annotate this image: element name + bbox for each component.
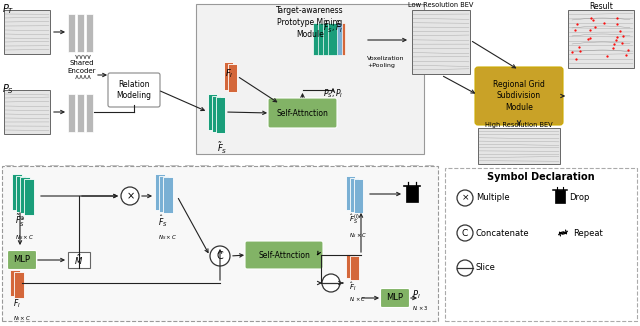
Text: MLP: MLP [387, 293, 403, 303]
FancyBboxPatch shape [12, 174, 22, 210]
Text: $N_S\times C$: $N_S\times C$ [349, 231, 367, 240]
FancyBboxPatch shape [4, 10, 50, 54]
FancyBboxPatch shape [77, 14, 84, 52]
FancyBboxPatch shape [318, 23, 327, 55]
Text: $F_I$: $F_I$ [13, 298, 21, 310]
FancyBboxPatch shape [196, 4, 424, 154]
FancyBboxPatch shape [163, 177, 173, 213]
Text: Target-awareness
Prototype Mining
Module: Target-awareness Prototype Mining Module [276, 6, 344, 38]
FancyBboxPatch shape [475, 67, 563, 125]
FancyBboxPatch shape [14, 272, 24, 298]
FancyBboxPatch shape [68, 14, 75, 52]
FancyBboxPatch shape [346, 254, 355, 278]
FancyBboxPatch shape [336, 23, 345, 55]
FancyBboxPatch shape [16, 176, 26, 212]
FancyBboxPatch shape [445, 168, 637, 321]
Text: $N_S\times C$: $N_S\times C$ [15, 233, 35, 242]
Text: Slice: Slice [476, 263, 496, 273]
FancyBboxPatch shape [346, 176, 355, 210]
FancyBboxPatch shape [268, 98, 337, 128]
FancyBboxPatch shape [108, 73, 160, 107]
FancyBboxPatch shape [323, 23, 332, 55]
FancyBboxPatch shape [8, 250, 36, 270]
Text: $\hat{F}_S^{(I)}$: $\hat{F}_S^{(I)}$ [349, 213, 360, 227]
Text: $\tilde{F}_S^{\oplus}$: $\tilde{F}_S^{\oplus}$ [15, 213, 26, 229]
Text: $F_I$: $F_I$ [225, 68, 233, 81]
Circle shape [457, 260, 473, 276]
FancyBboxPatch shape [208, 94, 217, 130]
FancyBboxPatch shape [86, 14, 93, 52]
FancyBboxPatch shape [24, 179, 34, 215]
FancyBboxPatch shape [245, 241, 323, 269]
Text: Multiple: Multiple [476, 194, 509, 202]
FancyBboxPatch shape [68, 94, 75, 132]
FancyBboxPatch shape [2, 166, 438, 321]
Circle shape [457, 190, 473, 206]
FancyBboxPatch shape [333, 23, 342, 55]
FancyBboxPatch shape [478, 128, 560, 164]
Text: Low Resolution BEV: Low Resolution BEV [408, 2, 474, 8]
FancyBboxPatch shape [568, 10, 634, 68]
Text: Symbol Declaration: Symbol Declaration [487, 172, 595, 182]
Text: $N_S\times C$: $N_S\times C$ [158, 233, 177, 242]
FancyBboxPatch shape [555, 190, 565, 203]
FancyBboxPatch shape [406, 186, 418, 202]
FancyBboxPatch shape [323, 23, 332, 55]
Text: $\hat{F}_I$: $\hat{F}_I$ [349, 280, 356, 292]
Text: $N_I\times C$: $N_I\times C$ [13, 314, 31, 323]
Text: $\tilde{F}_S;\tilde{F}_I$: $\tilde{F}_S;\tilde{F}_I$ [323, 20, 343, 35]
FancyBboxPatch shape [350, 256, 359, 280]
Text: $\times$: $\times$ [125, 191, 134, 201]
Text: $P_I$: $P_I$ [412, 289, 420, 301]
FancyBboxPatch shape [224, 62, 233, 90]
Text: Self-Attnction: Self-Attnction [258, 250, 310, 259]
FancyBboxPatch shape [77, 94, 84, 132]
Text: Concatenate: Concatenate [476, 229, 530, 238]
Text: Voxelization
+Pooling: Voxelization +Pooling [367, 56, 404, 67]
Text: Repeat: Repeat [573, 229, 603, 238]
Circle shape [210, 246, 230, 266]
FancyBboxPatch shape [350, 178, 359, 212]
Text: Shared
Encoder: Shared Encoder [68, 60, 96, 74]
Text: $P_S$: $P_S$ [2, 82, 14, 96]
FancyBboxPatch shape [159, 176, 169, 212]
FancyBboxPatch shape [10, 270, 20, 296]
Text: C: C [462, 229, 468, 238]
FancyBboxPatch shape [4, 90, 50, 134]
FancyBboxPatch shape [328, 23, 337, 55]
Text: Regional Grid
Subdivision
Module: Regional Grid Subdivision Module [493, 81, 545, 111]
Text: Result: Result [589, 2, 613, 11]
Text: $P_S;P_I$: $P_S;P_I$ [323, 88, 343, 100]
Text: $N_I\times 3$: $N_I\times 3$ [412, 304, 429, 313]
FancyBboxPatch shape [331, 23, 340, 55]
Text: Self-Attnction: Self-Attnction [276, 109, 328, 117]
Text: MLP: MLP [13, 256, 31, 264]
FancyBboxPatch shape [381, 289, 410, 307]
Circle shape [121, 187, 139, 205]
Text: Drop: Drop [569, 194, 589, 202]
FancyBboxPatch shape [216, 97, 225, 133]
FancyBboxPatch shape [86, 94, 93, 132]
FancyBboxPatch shape [354, 179, 363, 213]
Text: $\tilde{F}_S$: $\tilde{F}_S$ [217, 141, 227, 156]
FancyBboxPatch shape [228, 64, 237, 92]
FancyBboxPatch shape [313, 23, 322, 55]
Text: Relation
Modeling: Relation Modeling [116, 80, 152, 100]
Text: $\hat{F}_S$: $\hat{F}_S$ [158, 213, 168, 229]
FancyBboxPatch shape [155, 174, 165, 210]
FancyBboxPatch shape [68, 252, 90, 268]
FancyBboxPatch shape [20, 177, 30, 213]
Circle shape [322, 274, 340, 292]
FancyBboxPatch shape [212, 96, 221, 132]
Text: C: C [216, 251, 223, 261]
Text: $\times$: $\times$ [461, 193, 469, 203]
FancyBboxPatch shape [328, 23, 337, 55]
Text: $P_T$: $P_T$ [2, 2, 15, 16]
Text: $\tilde{M}$: $\tilde{M}$ [74, 253, 83, 267]
FancyBboxPatch shape [412, 10, 470, 74]
Circle shape [457, 225, 473, 241]
Text: $N_I\times C$: $N_I\times C$ [349, 295, 366, 304]
Text: High Resolution BEV: High Resolution BEV [485, 122, 553, 128]
